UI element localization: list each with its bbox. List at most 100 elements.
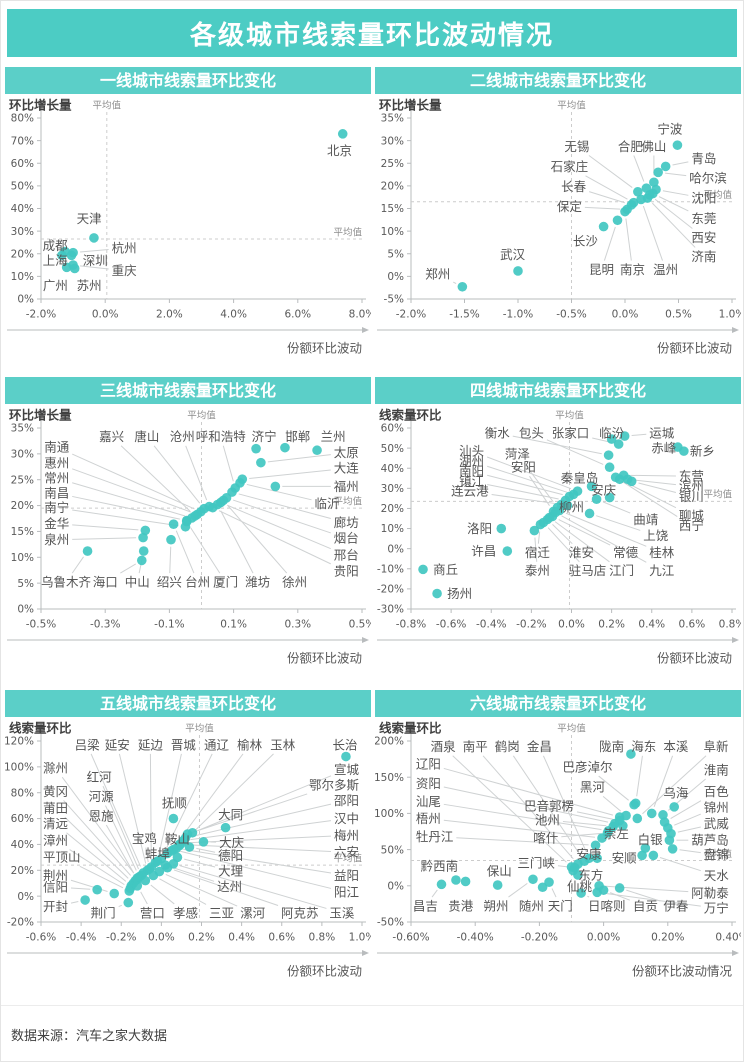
- x-tick-label: 0.0%: [148, 932, 175, 944]
- city-label: 台州: [185, 574, 210, 589]
- y-tick-label: 20%: [11, 865, 34, 877]
- city-label: 黄冈: [43, 784, 68, 799]
- city-label: 宣城: [334, 762, 360, 777]
- city-label: 泰州: [525, 563, 550, 578]
- city-label: 汉中: [334, 811, 359, 826]
- scatter-point: [529, 525, 540, 536]
- scatter-point: [586, 481, 597, 492]
- city-label: 佛山: [641, 139, 666, 154]
- y-tick-label: -50%: [377, 917, 404, 929]
- scatter-point: [61, 262, 72, 273]
- x-tick-label: -0.5%: [26, 619, 56, 631]
- city-label: 鹤岗: [495, 739, 520, 754]
- scatter-point: [653, 167, 663, 178]
- city-label: 金昌: [527, 739, 552, 754]
- city-label: 乌鲁木齐: [41, 574, 92, 589]
- scatter-point: [150, 857, 161, 868]
- city-label: 南平: [463, 739, 488, 754]
- city-label: 广州: [43, 278, 68, 293]
- scatter-point: [220, 822, 231, 833]
- city-label: 通辽: [204, 737, 230, 752]
- y-tick-label: 40%: [11, 839, 34, 851]
- x-tick-label: 0.0%: [92, 309, 119, 321]
- city-label: 菏泽: [505, 447, 530, 462]
- city-label: 本溪: [663, 739, 689, 754]
- city-label: 阳江: [334, 885, 359, 900]
- x-axis-title: 份额环比波动: [287, 650, 362, 665]
- city-label: 大理: [218, 863, 244, 878]
- scatter-point: [168, 859, 179, 869]
- city-label: 商丘: [433, 562, 458, 577]
- city-label: 银川: [679, 489, 704, 504]
- city-label: 万宁: [704, 901, 729, 916]
- y-tick-label: 100%: [5, 762, 34, 774]
- panel-title: 三线城市线索量环比变化: [5, 377, 371, 404]
- city-label: 驻马店: [569, 563, 607, 578]
- city-label: 柳州: [559, 500, 584, 515]
- y-tick-label: 35%: [381, 113, 404, 125]
- city-label: 资阳: [416, 776, 441, 791]
- x-tick-label: 0.4%: [228, 932, 255, 944]
- x-tick-label: -1.5%: [449, 309, 479, 321]
- avg-label-horizontal: 平均值: [333, 852, 362, 864]
- city-label: 玉林: [270, 737, 296, 752]
- city-label: 长春: [561, 179, 587, 194]
- x-tick-label: 1.0%: [349, 932, 371, 944]
- scatter-point: [658, 810, 668, 820]
- city-label: 梅州: [334, 828, 359, 843]
- city-label: 东营: [679, 469, 704, 484]
- city-label: 徐州: [282, 574, 307, 589]
- city-label: 安阳: [511, 460, 536, 475]
- city-label: 临沂: [315, 496, 340, 511]
- panel-title: 六线城市线索量环比变化: [375, 690, 741, 717]
- city-label: 陇南: [599, 739, 624, 754]
- city-label: 上海: [43, 253, 69, 268]
- x-tick-label: 0.5%: [665, 309, 692, 321]
- city-label: 南通: [44, 440, 70, 455]
- city-label: 保定: [557, 199, 582, 214]
- scatter-point: [562, 500, 573, 511]
- city-label: 抚顺: [162, 795, 187, 810]
- y-axis-arrow-icon: [408, 723, 414, 730]
- city-label: 海东: [631, 739, 656, 754]
- city-label: 无锡: [564, 139, 589, 154]
- y-tick-label: 30%: [11, 226, 34, 238]
- city-label: 滨州: [679, 479, 704, 494]
- x-axis-title: 份额环比波动: [657, 650, 732, 665]
- city-label: 鞍山: [165, 832, 190, 847]
- y-tick-label: 10%: [11, 271, 34, 283]
- city-label: 深圳: [83, 253, 108, 268]
- scatter-point: [109, 888, 120, 899]
- city-label: 宿迁: [525, 545, 551, 560]
- city-label: 营口: [140, 905, 165, 920]
- panel-title: 五线城市线索量环比变化: [5, 690, 371, 717]
- page-title: 各级城市线索量环比波动情况: [189, 20, 554, 51]
- x-tick-label: 0.1%: [220, 619, 247, 631]
- city-label: 江门: [609, 563, 634, 578]
- city-label: 青岛: [691, 151, 716, 166]
- scatter-point: [537, 882, 548, 893]
- x-tick-label: 0.2%: [598, 619, 625, 631]
- city-label: 平顶山: [43, 850, 81, 865]
- x-axis-arrow-icon: [732, 950, 739, 956]
- city-label: 唐山: [134, 429, 159, 444]
- x-tick-label: -0.60%: [392, 932, 429, 944]
- city-label: 中山: [125, 574, 150, 589]
- city-label: 黑河: [580, 780, 606, 795]
- city-label: 清远: [43, 816, 69, 831]
- x-tick-label: -0.40%: [457, 932, 494, 944]
- scatter-point: [168, 844, 179, 855]
- city-label: 赤峰: [651, 440, 677, 455]
- y-tick-label: 80%: [11, 787, 34, 799]
- scatter-point: [646, 808, 657, 819]
- x-tick-label: 0.40%: [715, 932, 741, 944]
- city-label: 呼和浩特: [196, 429, 246, 444]
- city-label: 随州: [519, 898, 544, 913]
- y-tick-label: 40%: [381, 463, 404, 475]
- x-axis-arrow-icon: [732, 637, 739, 643]
- city-label: 大连: [334, 461, 360, 476]
- city-label: 安康: [576, 846, 602, 861]
